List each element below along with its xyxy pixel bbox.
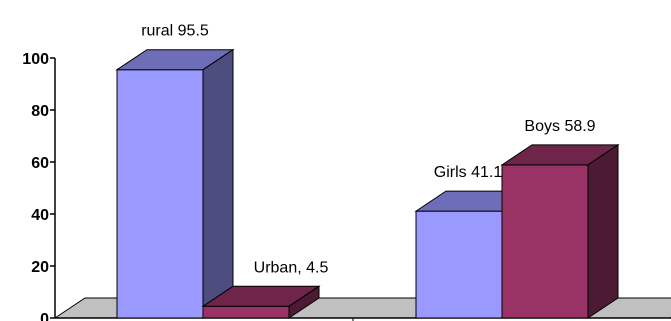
y-tick-label: 100 [22, 51, 49, 68]
bar-data-label: Girls 41.1 [434, 164, 503, 181]
y-tick-label: 20 [31, 259, 49, 276]
bar-data-label: Boys 58.9 [524, 118, 595, 135]
y-tick-label: 40 [31, 207, 49, 224]
bar [201, 285, 321, 319]
y-tick-label: 60 [31, 155, 49, 172]
y-tick-label: 0 [40, 311, 49, 321]
bar-side-face [288, 285, 320, 319]
bar-side-face [587, 143, 619, 319]
bar-data-label: rural 95.5 [141, 23, 209, 40]
bar-front-face [501, 164, 589, 319]
bar-front-face [415, 210, 503, 319]
bar [500, 143, 620, 319]
bar-side-face [202, 48, 234, 319]
bar-front-face [202, 305, 290, 319]
bar-front-face [116, 69, 204, 319]
bar [115, 48, 235, 319]
bar-data-label: Urban, 4.5 [254, 259, 329, 276]
y-tick-label: 80 [31, 103, 49, 120]
